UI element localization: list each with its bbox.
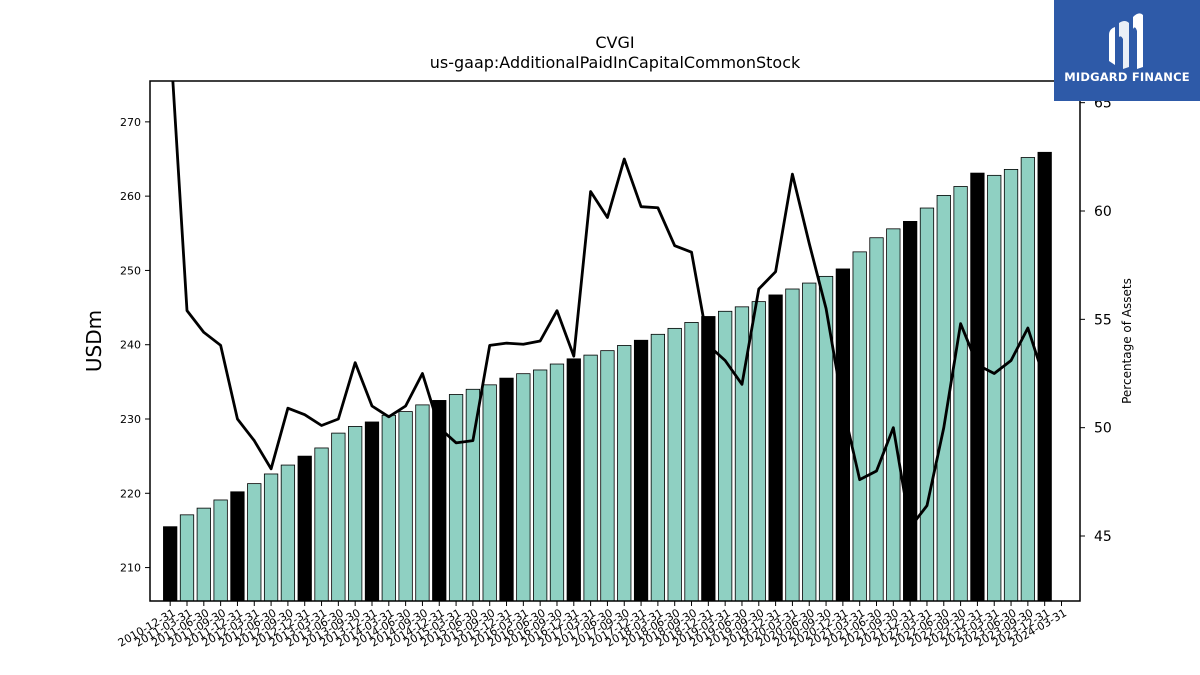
bar [533, 369, 548, 602]
bar [263, 473, 279, 602]
bar [919, 207, 935, 602]
chart-subtitle: us-gaap:AdditionalPaidInCapitalCommonSto… [430, 53, 801, 72]
bar [381, 414, 396, 602]
bar [818, 275, 834, 602]
bar [633, 339, 649, 602]
bar [297, 455, 312, 602]
y2-tick-label: 50 [1094, 421, 1112, 437]
y2-tick-label: 60 [1094, 204, 1112, 220]
bar [566, 358, 581, 602]
logo-text: MIDGARD FINANCE [1064, 70, 1190, 84]
y-tick-label: 220 [120, 487, 141, 500]
bar [448, 394, 464, 602]
bar [213, 499, 228, 602]
bar [163, 526, 178, 602]
bar [650, 333, 666, 602]
y2-axis-label: Percentage of Assets [1120, 278, 1134, 404]
bar [398, 411, 413, 602]
bar [751, 301, 766, 602]
bar [886, 228, 901, 602]
chart-title: CVGI [595, 33, 634, 52]
bar [1020, 157, 1035, 602]
y-tick-label: 240 [120, 339, 141, 352]
bar [903, 220, 918, 602]
bar [196, 507, 211, 602]
percentage-line [171, 81, 1047, 529]
bar [600, 350, 615, 602]
bar [230, 491, 245, 602]
bar [499, 377, 514, 602]
bar [768, 294, 783, 602]
bar [617, 345, 632, 602]
y-axis-label: USDm [82, 310, 106, 372]
y2-tick-label: 45 [1094, 529, 1112, 545]
bar [482, 384, 497, 602]
bar [1003, 168, 1019, 602]
plot-frame [149, 80, 1081, 602]
midgard-logo-icon [1109, 13, 1143, 69]
bar [179, 514, 195, 602]
bar-series [163, 151, 1052, 602]
bar [415, 404, 430, 602]
bar [684, 322, 699, 602]
y-tick-label: 270 [120, 116, 141, 129]
y-tick-label: 260 [120, 190, 141, 203]
bar [667, 327, 682, 602]
y-tick-label: 230 [120, 413, 141, 426]
line-series [171, 81, 1047, 529]
bar [314, 447, 329, 602]
bar [970, 172, 985, 602]
bar [549, 363, 565, 602]
bar [280, 464, 296, 602]
bar [516, 373, 531, 602]
bar [583, 354, 598, 602]
bar [953, 186, 968, 602]
bar [852, 251, 867, 602]
bar [802, 282, 817, 602]
bar [785, 288, 800, 602]
axes: 21022023024025026027045505560652010-12-3… [116, 80, 1112, 650]
y2-tick-label: 55 [1094, 312, 1112, 328]
bar [869, 237, 884, 602]
bar [987, 174, 1002, 602]
bar [247, 483, 262, 602]
y-tick-label: 210 [120, 562, 141, 575]
bar [364, 421, 380, 602]
bar [331, 432, 346, 602]
bar [701, 316, 716, 602]
y-tick-label: 250 [120, 264, 141, 277]
bar [348, 426, 363, 602]
brand-logo: MIDGARD FINANCE [1054, 0, 1200, 101]
bar [835, 268, 851, 602]
